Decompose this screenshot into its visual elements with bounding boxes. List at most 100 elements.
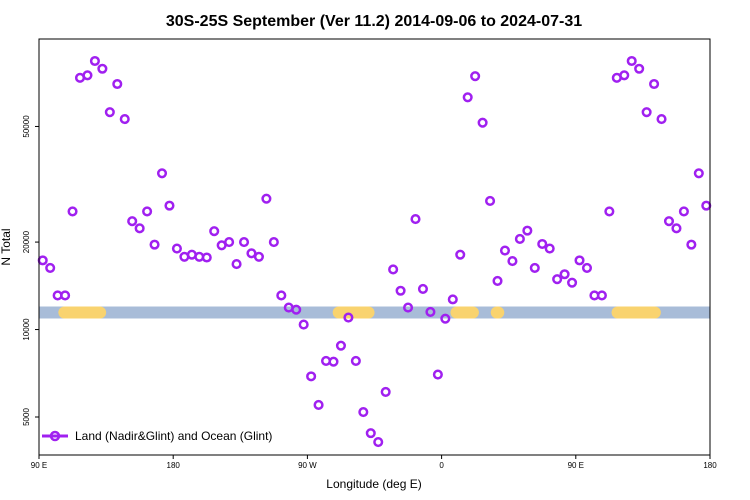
data-point [37, 255, 48, 266]
data-point [425, 306, 436, 317]
data-point [388, 264, 399, 275]
data-point [171, 243, 182, 254]
x-tick-label: 90 E [568, 461, 584, 470]
x-tick-label: 180 [167, 461, 181, 470]
y-tick-label: 50000 [22, 115, 31, 138]
data-point [276, 290, 287, 301]
data-point [358, 407, 369, 418]
data-point [626, 55, 637, 67]
data-point [253, 251, 264, 262]
data-point [104, 107, 115, 118]
y-tick-label: 10000 [22, 318, 31, 341]
data-point [373, 436, 384, 448]
data-point [231, 259, 242, 270]
legend: Land (Nadir&Glint) and Ocean (Glint) [42, 429, 272, 443]
y-axis-ticks: 5000 10000 20000 50000 [22, 115, 39, 426]
data-point [447, 294, 458, 305]
data-point [604, 206, 615, 217]
x-axis-label: Longitude (deg E) [326, 477, 421, 491]
data-point [403, 302, 414, 313]
data-point [559, 269, 570, 280]
data-point [649, 78, 660, 90]
x-tick-label: 180 [703, 461, 717, 470]
data-point [663, 216, 675, 227]
data-point [127, 216, 138, 227]
data-point [224, 237, 235, 248]
data-point [291, 304, 302, 315]
data-point [82, 70, 93, 81]
data-point [641, 107, 652, 118]
data-point [701, 200, 712, 211]
data-point [671, 223, 682, 234]
data-point [119, 114, 130, 125]
data-point [112, 78, 123, 90]
data-point [209, 226, 220, 237]
data-point [686, 239, 697, 250]
y-tick-label: 20000 [22, 230, 31, 253]
data-point [261, 193, 272, 204]
data-point [656, 114, 667, 125]
data-point [440, 313, 451, 324]
data-point [552, 274, 563, 285]
data-point [328, 356, 339, 367]
data-point [522, 225, 533, 236]
data-point [97, 63, 108, 74]
data-point [485, 195, 496, 207]
x-tick-label: 90 E [31, 461, 47, 470]
data-point [455, 249, 466, 260]
data-point [432, 369, 443, 380]
data-point [395, 285, 406, 296]
data-point [149, 239, 160, 250]
data-point [238, 237, 250, 248]
data-point [134, 223, 145, 234]
data-point [343, 312, 354, 323]
chart-title: 30S-25S September (Ver 11.2) 2014-09-06 … [166, 13, 582, 30]
data-point [380, 386, 391, 397]
data-point [298, 319, 309, 330]
data-point [596, 290, 607, 301]
data-point [678, 206, 689, 217]
data-points [37, 55, 712, 448]
data-point [619, 70, 630, 81]
data-point [45, 262, 56, 273]
plot-frame [38, 38, 711, 456]
data-point [365, 428, 376, 439]
data-point [164, 200, 175, 211]
data-point [529, 262, 540, 273]
data-point [462, 92, 473, 103]
data-point [634, 63, 645, 74]
data-point [499, 245, 511, 256]
data-point [60, 290, 71, 301]
y-tick-label: 5000 [22, 408, 31, 426]
data-point [313, 399, 324, 411]
data-point [350, 355, 361, 366]
data-point [142, 206, 153, 217]
data-point [306, 371, 317, 382]
data-point [470, 71, 481, 82]
data-point [544, 243, 555, 254]
x-tick-label: 90 W [298, 461, 317, 470]
data-point [335, 340, 347, 351]
data-point [693, 168, 704, 179]
data-point [507, 256, 518, 267]
data-point [477, 117, 488, 128]
x-axis-ticks: 90 E 180 90 W 0 90 E 180 [31, 455, 717, 470]
legend-marker [49, 430, 61, 442]
data-point [567, 277, 578, 288]
data-point [581, 262, 593, 273]
y-axis-label: N Total [0, 228, 13, 265]
x-tick-label: 0 [439, 461, 444, 470]
data-point [537, 238, 548, 250]
data-point [410, 214, 421, 225]
data-point [246, 248, 257, 259]
data-point [514, 233, 525, 245]
data-point [201, 252, 212, 263]
data-point [89, 55, 100, 67]
data-point [268, 237, 279, 248]
data-point [417, 283, 429, 294]
data-point [492, 275, 503, 286]
data-point [574, 255, 585, 266]
data-point [156, 168, 168, 179]
legend-label: Land (Nadir&Glint) and Ocean (Glint) [75, 429, 272, 443]
